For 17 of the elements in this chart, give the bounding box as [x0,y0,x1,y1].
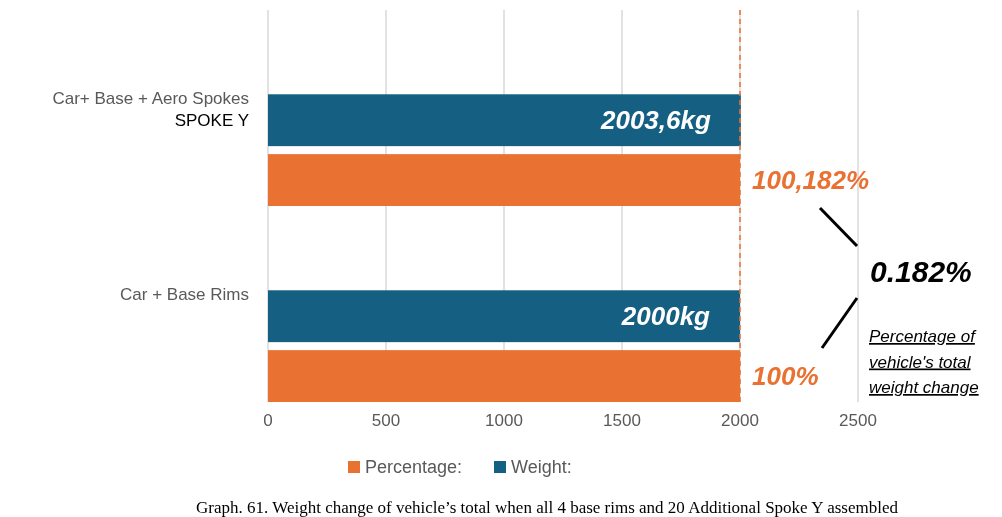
x-tick-label: 2000 [721,411,759,430]
legend-label: Percentage: [365,457,463,477]
legend-label: Weight: [511,457,572,477]
text: 0.182% [870,255,972,288]
annotation: 100,182% [752,165,870,196]
data-label: 2003,6kg [599,105,711,136]
text: Graph. 61. Weight change of vehicle’s total when all 4 base rims and 20 Additional Spoke Y assembled [196,498,899,517]
y-tick-label: Car + Base Rims [120,285,249,305]
x-tick-label: 1000 [485,411,523,430]
x-tick-label: 500 [371,411,401,430]
x-tick-label: 1500 [603,411,641,430]
data-label: 2000kg [620,301,711,332]
y-tick-label: Car+ Base + Aero Spokes SPOKE Y [52,89,249,131]
x-tick-label: 0 [263,411,273,430]
annotation: 100% [752,361,819,392]
text: Percentage of vehicle's total weight change [869,327,979,397]
x-tick-label: 2500 [839,411,877,430]
